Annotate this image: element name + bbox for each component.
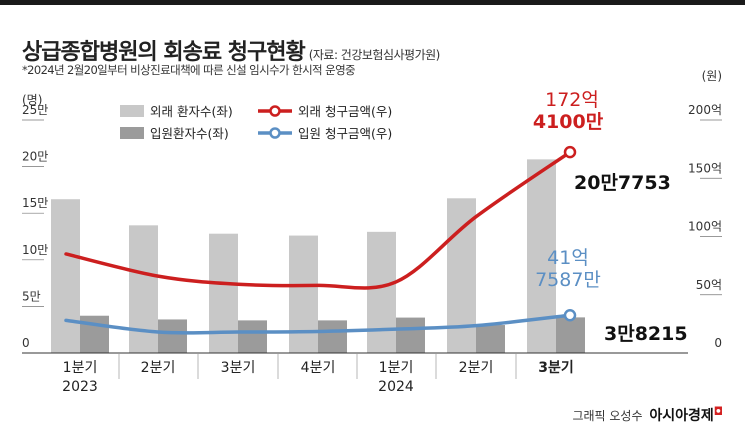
inpatient-bar — [318, 320, 347, 353]
outpatient-count-label: 20만7753 — [574, 172, 671, 194]
inpatient-bar — [396, 317, 425, 353]
inpatient-amount-end-point — [563, 309, 577, 322]
inpatient-amount-sublabel: 7587만 — [535, 269, 601, 291]
outpatient-amount-end-point — [563, 145, 577, 159]
outpatient-bar — [51, 199, 80, 353]
right-tick-label: 0 — [714, 336, 722, 350]
outpatient-bar — [209, 233, 238, 353]
legend-label: 입원 청구금액(우) — [298, 126, 392, 141]
legend-swatch-marker — [269, 105, 281, 117]
outpatient-bar — [129, 225, 158, 353]
footer-credit: 그래픽 오성수 아시아경제◘ — [572, 405, 723, 425]
top-rule — [0, 0, 745, 5]
x-tick-label: 3분기 — [538, 360, 574, 376]
inpatient-amount-label: 41억 — [547, 247, 589, 269]
inpatient-amount-line — [64, 313, 572, 335]
right-tick-label: 50억 — [696, 278, 722, 292]
inpatient-bar — [476, 325, 505, 353]
credit-text: 그래픽 오성수 — [572, 409, 643, 423]
legend-label: 외래 청구금액(우) — [298, 104, 392, 119]
left-tick-label: 20만 — [22, 150, 48, 164]
right-tick-label: 200억 — [688, 103, 722, 117]
legend-label: 입원환자수(좌) — [150, 126, 229, 141]
inpatient-bar — [556, 317, 585, 353]
x-tick-label: 1분기 — [63, 360, 98, 376]
outpatient-amount-label: 172억 — [545, 89, 599, 111]
right-tick-label: 100억 — [688, 220, 722, 234]
outpatient-bar — [367, 231, 396, 353]
footnote: *2024년 2월20일부터 비상진료대책에 따른 신설 임시수가 한시적 운영… — [22, 63, 356, 77]
left-tick-label: 15만 — [22, 196, 48, 210]
right-tick-label: 150억 — [688, 161, 722, 175]
left-tick-label: 0 — [22, 336, 30, 350]
x-tick-label: 4분기 — [301, 360, 336, 376]
x-tick-label: 2분기 — [141, 360, 176, 376]
brand-logo: 아시아경제 — [649, 408, 714, 424]
inpatient-bar — [238, 320, 267, 353]
page-title: 상급종합병원의 회송료 청구현황 (자료: 건강보험심사평가원) — [22, 34, 440, 66]
inpatient-count-label: 3만8215 — [604, 323, 688, 345]
outpatient-amount-line — [64, 150, 572, 290]
left-tick-label: 25만 — [22, 103, 48, 117]
legend-label: 외래 환자수(좌) — [150, 104, 233, 119]
source-note: (자료: 건강보험심사평가원) — [308, 48, 441, 62]
legend-swatch-bar — [120, 105, 144, 117]
brand-mark-icon: ◘ — [713, 405, 723, 418]
left-tick-label: 10만 — [22, 243, 48, 257]
inpatient-bar — [158, 319, 187, 353]
title-text: 상급종합병원의 회송료 청구현황 — [22, 40, 306, 65]
legend-swatch-bar — [120, 127, 144, 139]
outpatient-amount-sublabel: 4100만 — [533, 111, 604, 133]
legend-swatch-marker — [269, 127, 281, 139]
x-tick-label: 3분기 — [221, 360, 256, 376]
year-label: 2024 — [378, 379, 414, 395]
x-tick-label: 2분기 — [459, 360, 494, 376]
left-axis-unit: (명) — [22, 93, 42, 107]
left-tick-label: 5만 — [22, 289, 41, 303]
right-axis-unit: (원) — [702, 69, 722, 83]
outpatient-bar — [289, 235, 318, 353]
year-label: 2023 — [62, 379, 98, 395]
x-tick-label: 1분기 — [379, 360, 414, 376]
